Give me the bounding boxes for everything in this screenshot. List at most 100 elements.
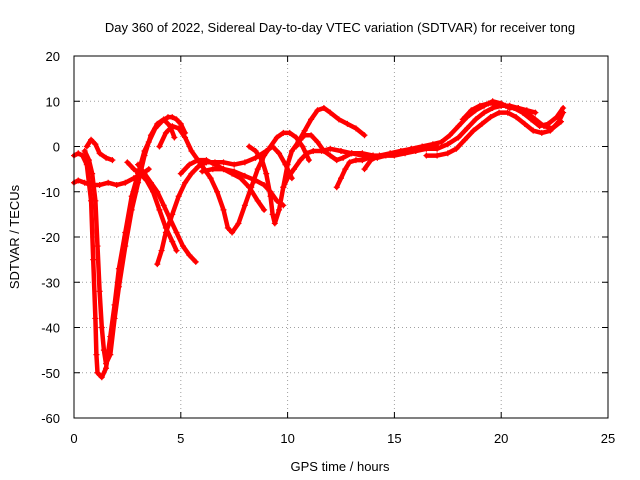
data-point xyxy=(246,143,253,150)
plot-area xyxy=(71,98,567,381)
x-tick-label: 10 xyxy=(280,431,294,446)
data-point xyxy=(327,145,334,152)
data-point xyxy=(92,141,99,148)
data-point xyxy=(169,238,176,245)
data-point xyxy=(175,193,182,200)
data-point xyxy=(224,224,231,231)
data-point xyxy=(252,148,259,155)
data-series-trace-4 xyxy=(83,136,116,164)
data-point xyxy=(438,138,445,145)
data-point xyxy=(203,157,210,164)
data-point xyxy=(387,150,394,157)
data-point xyxy=(487,114,494,121)
data-point xyxy=(489,98,496,105)
data-point xyxy=(461,136,468,143)
y-tick-label: 20 xyxy=(46,49,60,64)
data-point xyxy=(93,351,100,358)
data-point xyxy=(90,256,97,263)
data-point xyxy=(301,132,308,139)
data-point xyxy=(314,138,321,145)
x-tick-label: 15 xyxy=(387,431,401,446)
data-point xyxy=(352,125,359,132)
data-point xyxy=(231,168,238,175)
series-line xyxy=(84,137,115,163)
y-axis-label: SDTVAR / TECUs xyxy=(7,184,22,289)
data-point xyxy=(141,152,148,159)
data-point xyxy=(182,134,189,141)
data-point xyxy=(154,188,161,195)
data-point xyxy=(92,315,99,322)
data-point xyxy=(130,175,137,182)
data-point xyxy=(352,157,359,164)
data-point xyxy=(103,360,110,367)
data-point xyxy=(267,143,274,150)
x-tick-label: 25 xyxy=(601,431,615,446)
data-point xyxy=(81,148,88,155)
data-point xyxy=(308,116,315,123)
data-point xyxy=(472,116,479,123)
data-point xyxy=(291,166,298,173)
data-point xyxy=(96,288,103,295)
data-point xyxy=(177,170,184,177)
data-point xyxy=(348,150,355,157)
data-point xyxy=(344,120,351,127)
data-point xyxy=(547,127,554,134)
y-tick-label: 0 xyxy=(53,140,60,155)
data-point xyxy=(444,150,451,157)
data-point xyxy=(338,148,344,155)
data-point xyxy=(299,143,306,150)
data-point xyxy=(156,206,163,213)
data-point xyxy=(498,100,505,107)
data-point xyxy=(175,125,182,132)
data-point xyxy=(252,154,259,161)
y-tick-label: -10 xyxy=(41,185,60,200)
data-point xyxy=(160,116,167,123)
data-point xyxy=(496,109,503,116)
data-point xyxy=(241,202,248,209)
y-tick-label: -20 xyxy=(41,230,60,245)
data-point xyxy=(455,123,462,130)
data-point xyxy=(263,170,270,177)
data-point xyxy=(320,148,327,155)
data-point xyxy=(96,150,103,157)
data-point xyxy=(194,163,201,170)
data-point xyxy=(169,123,176,130)
data-point xyxy=(169,114,176,121)
data-point xyxy=(130,166,137,173)
data-point xyxy=(346,159,353,166)
data-point xyxy=(141,170,148,177)
data-point xyxy=(327,109,334,116)
data-point xyxy=(340,154,347,161)
data-point xyxy=(429,141,436,148)
data-series-trace-15 xyxy=(423,109,567,159)
data-point xyxy=(220,159,227,166)
data-point xyxy=(186,252,193,259)
data-series-trace-13 xyxy=(293,132,377,164)
data-series-trace-8 xyxy=(156,123,312,236)
data-point xyxy=(333,184,340,191)
data-point xyxy=(220,206,227,213)
data-point xyxy=(188,170,195,177)
data-point xyxy=(241,159,248,166)
data-point xyxy=(173,116,180,123)
data-point xyxy=(293,143,300,150)
data-point xyxy=(258,157,265,164)
data-point xyxy=(320,105,327,112)
series-line xyxy=(71,114,188,380)
data-point xyxy=(246,184,253,191)
data-point xyxy=(105,179,112,186)
data-point xyxy=(310,148,317,155)
data-point xyxy=(115,283,122,290)
data-point xyxy=(188,148,195,155)
data-point xyxy=(235,220,242,227)
data-point xyxy=(545,120,552,127)
x-tick-label: 0 xyxy=(70,431,77,446)
data-point xyxy=(532,109,539,116)
chart-title: Day 360 of 2022, Sidereal Day-to-day VTE… xyxy=(105,20,575,35)
data-point xyxy=(128,206,135,213)
data-point xyxy=(470,127,477,134)
data-point xyxy=(147,179,154,186)
data-point xyxy=(361,132,368,139)
y-tick-label: 10 xyxy=(46,94,60,109)
